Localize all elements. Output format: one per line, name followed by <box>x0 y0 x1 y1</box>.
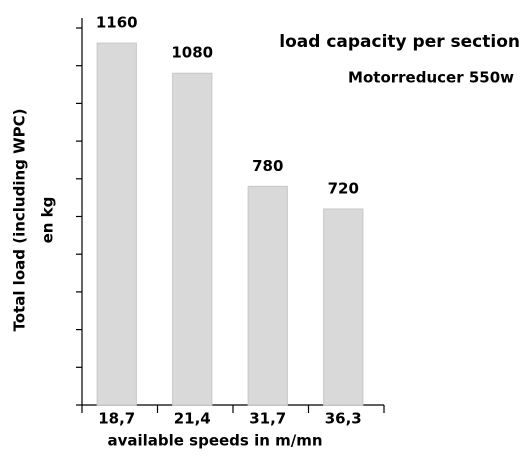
bar <box>247 185 288 406</box>
x-tick-label: 18,7 <box>98 410 135 428</box>
x-axis-label: available speeds in m/mn <box>107 432 322 450</box>
value-label: 780 <box>252 157 283 175</box>
x-tick-label: 31,7 <box>249 410 286 428</box>
bar <box>323 208 364 406</box>
x-tick-label: 21,4 <box>174 410 211 428</box>
chart-title: load capacity per section <box>279 32 520 52</box>
x-tick-label: 36,3 <box>325 410 362 428</box>
y-axis-label: Total load (including WPC) <box>11 108 29 331</box>
y-axis-label: en kg <box>39 197 57 244</box>
bar <box>172 72 213 406</box>
value-label: 1080 <box>171 44 213 62</box>
value-label: 1160 <box>96 14 138 32</box>
chart-subtitle: Motorreducer 550w <box>348 69 514 87</box>
value-label: 720 <box>328 179 359 197</box>
bar <box>96 42 137 406</box>
